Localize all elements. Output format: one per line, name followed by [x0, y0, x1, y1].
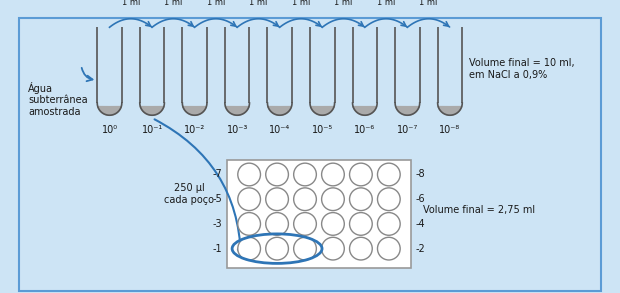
Circle shape	[266, 237, 288, 260]
Circle shape	[266, 163, 288, 186]
Circle shape	[238, 237, 260, 260]
Text: -4: -4	[416, 219, 425, 229]
Text: 10⁻³: 10⁻³	[226, 125, 248, 135]
Text: 10⁻⁸: 10⁻⁸	[440, 125, 461, 135]
Circle shape	[294, 213, 316, 235]
Text: -8: -8	[416, 169, 425, 180]
Polygon shape	[267, 107, 292, 115]
Circle shape	[322, 188, 344, 211]
Circle shape	[378, 188, 400, 211]
Text: Água
subterrânea
amostrada: Água subterrânea amostrada	[28, 81, 88, 117]
Text: 1 ml: 1 ml	[249, 0, 268, 7]
Text: 10⁰: 10⁰	[102, 125, 118, 135]
Text: 10⁻¹: 10⁻¹	[141, 125, 162, 135]
Text: 1 ml: 1 ml	[420, 0, 438, 7]
Text: 1 ml: 1 ml	[122, 0, 140, 7]
Polygon shape	[182, 107, 207, 115]
Text: -5: -5	[212, 194, 222, 204]
Text: 250 µl
cada poço: 250 µl cada poço	[164, 183, 214, 205]
Text: -2: -2	[416, 244, 426, 254]
Polygon shape	[225, 107, 249, 115]
Circle shape	[378, 163, 400, 186]
Text: 10⁻⁴: 10⁻⁴	[269, 125, 290, 135]
Polygon shape	[438, 107, 463, 115]
Polygon shape	[97, 107, 122, 115]
Text: 1 ml: 1 ml	[377, 0, 396, 7]
Circle shape	[322, 163, 344, 186]
Circle shape	[322, 213, 344, 235]
Circle shape	[238, 188, 260, 211]
Circle shape	[350, 237, 372, 260]
Polygon shape	[310, 107, 335, 115]
Text: 10⁻⁶: 10⁻⁶	[354, 125, 376, 135]
Circle shape	[294, 188, 316, 211]
Text: 10⁻²: 10⁻²	[184, 125, 205, 135]
Text: Volume final = 2,75 ml: Volume final = 2,75 ml	[423, 205, 536, 215]
Circle shape	[238, 213, 260, 235]
Circle shape	[350, 163, 372, 186]
Circle shape	[378, 213, 400, 235]
Text: -3: -3	[213, 219, 222, 229]
Text: 1 ml: 1 ml	[164, 0, 182, 7]
Text: 10⁻⁵: 10⁻⁵	[312, 125, 333, 135]
Polygon shape	[140, 107, 164, 115]
Text: 10⁻⁷: 10⁻⁷	[397, 125, 418, 135]
Text: 1 ml: 1 ml	[334, 0, 353, 7]
Circle shape	[322, 237, 344, 260]
FancyBboxPatch shape	[227, 160, 411, 268]
FancyBboxPatch shape	[19, 18, 601, 291]
Text: 1 ml: 1 ml	[206, 0, 225, 7]
Circle shape	[350, 188, 372, 211]
Text: -1: -1	[213, 244, 222, 254]
Polygon shape	[353, 107, 377, 115]
Text: -6: -6	[416, 194, 425, 204]
Circle shape	[266, 188, 288, 211]
Circle shape	[294, 237, 316, 260]
Text: 1 ml: 1 ml	[292, 0, 310, 7]
Polygon shape	[395, 107, 420, 115]
Text: -7: -7	[212, 169, 222, 180]
Circle shape	[238, 163, 260, 186]
Text: Volume final = 10 ml,
em NaCl a 0,9%: Volume final = 10 ml, em NaCl a 0,9%	[469, 59, 575, 80]
Circle shape	[294, 163, 316, 186]
Circle shape	[378, 237, 400, 260]
Circle shape	[350, 213, 372, 235]
Circle shape	[266, 213, 288, 235]
